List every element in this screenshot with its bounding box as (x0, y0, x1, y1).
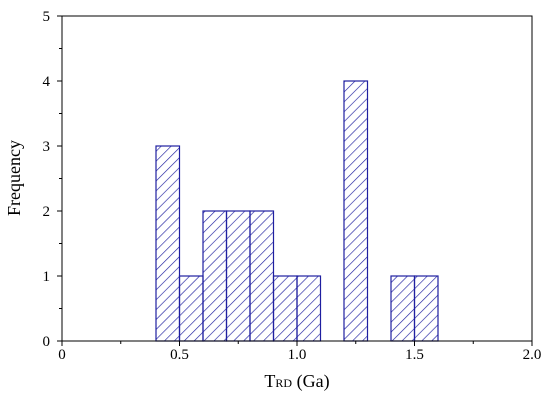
tick-labels-layer: 0 0.5 1.0 1.5 2.0 0 1 2 3 4 5 (43, 9, 542, 363)
y-tick-label-0: 0 (43, 334, 51, 350)
histogram-bar-3 (202, 210, 228, 342)
histogram-bar-2 (178, 275, 204, 342)
y-tick-label-4: 4 (43, 74, 51, 90)
histogram-bar-1 (155, 145, 181, 342)
histogram-bar-7 (296, 275, 322, 342)
y-tick-label-2: 2 (43, 204, 51, 220)
x-axis-title: TRD (Ga) (264, 371, 329, 392)
x-tick-label-2: 1.0 (288, 347, 307, 363)
histogram-bar-9 (390, 275, 416, 342)
histogram-bar-6 (272, 275, 298, 342)
y-tick-label-1: 1 (43, 269, 51, 285)
y-tick-label-3: 3 (43, 139, 51, 155)
histogram-bar-4 (225, 210, 251, 342)
y-tick-label-5: 5 (43, 9, 51, 25)
histogram-bar-10 (413, 275, 439, 342)
ticks-layer (57, 15, 533, 346)
histogram-bar-8 (343, 80, 369, 342)
y-axis-title: Frequency (4, 140, 24, 216)
histogram-bar-5 (249, 210, 275, 342)
x-tick-label-0: 0 (58, 347, 66, 363)
x-tick-label-4: 2.0 (523, 347, 542, 363)
x-tick-label-1: 0.5 (170, 347, 189, 363)
bars-layer (155, 80, 439, 342)
x-tick-label-3: 1.5 (405, 347, 424, 363)
